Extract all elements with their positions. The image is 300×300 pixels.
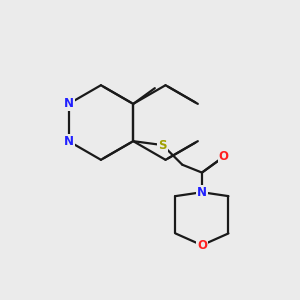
Text: O: O [197, 239, 207, 252]
Text: O: O [218, 150, 229, 164]
Text: S: S [158, 139, 167, 152]
Text: N: N [64, 98, 74, 110]
Text: N: N [197, 186, 207, 199]
Text: N: N [64, 135, 74, 148]
